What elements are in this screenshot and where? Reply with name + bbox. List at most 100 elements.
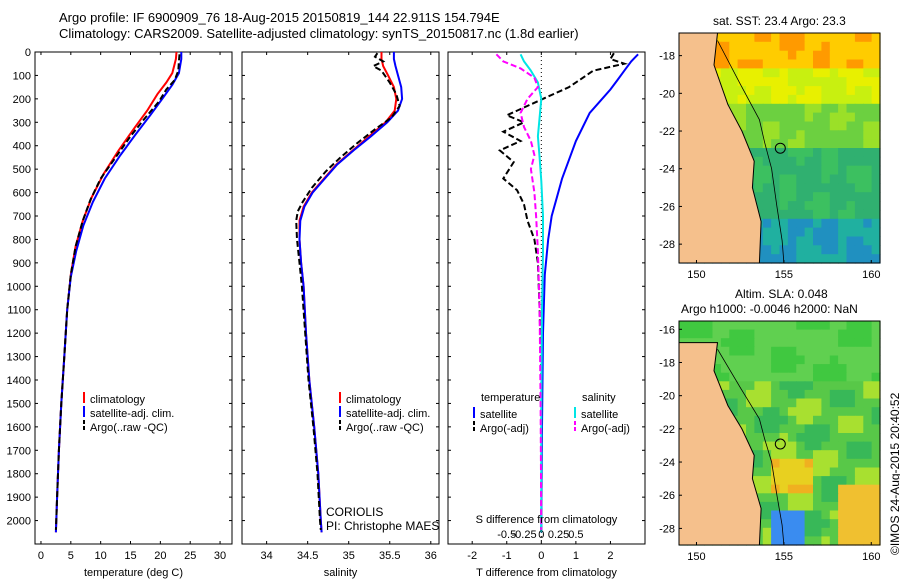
map-cell — [838, 94, 848, 105]
map-cell — [779, 484, 789, 494]
map-cell — [737, 94, 747, 105]
map-cell — [863, 59, 873, 69]
map-cell — [854, 484, 864, 494]
map-cell — [779, 156, 789, 167]
map-cell — [829, 77, 839, 87]
map-cell — [804, 218, 814, 229]
map-cell — [846, 50, 856, 61]
map-cell — [779, 33, 789, 43]
map-cell — [813, 174, 822, 184]
map-cell — [829, 59, 839, 69]
map-cell — [796, 218, 806, 229]
map-cell — [813, 86, 822, 96]
map-cell — [712, 321, 722, 331]
map-cell — [863, 77, 873, 87]
y-tick-label: 1400 — [7, 375, 31, 387]
map-cell — [796, 201, 806, 211]
map-cell — [804, 389, 814, 400]
map-cell — [804, 424, 814, 434]
map-cell — [838, 59, 848, 69]
map-cell — [804, 103, 814, 114]
data-center-label: CORIOLIS — [326, 505, 384, 519]
map-cell — [762, 165, 772, 176]
map-cell — [746, 130, 755, 140]
map-cell — [804, 527, 814, 537]
map-cell — [821, 389, 831, 400]
map-cell — [813, 192, 822, 202]
map-cell — [787, 227, 797, 237]
map-cell — [813, 68, 822, 78]
map-cell — [821, 148, 831, 158]
map-cell — [695, 329, 705, 339]
legend-entry: Argo(..raw -QC) — [346, 422, 424, 434]
map-cell — [813, 398, 822, 408]
map-frame — [678, 320, 881, 546]
map-cell — [863, 33, 873, 43]
map-cell — [754, 130, 764, 140]
map-cell — [821, 130, 831, 140]
map-cell — [754, 148, 764, 158]
map-cell — [779, 59, 789, 69]
map-cell — [762, 156, 772, 167]
map-cell — [787, 94, 797, 105]
map-cell — [796, 112, 806, 122]
map-cell — [838, 121, 848, 131]
map-cell — [804, 346, 814, 356]
map-cell — [829, 103, 839, 114]
map-cell — [821, 381, 831, 391]
map-cell — [804, 519, 814, 529]
y-tick-label: 600 — [13, 188, 31, 200]
x-tick-label: 20 — [154, 550, 166, 562]
map-cell — [829, 192, 839, 202]
map-cell — [737, 355, 747, 365]
map-cell — [804, 227, 814, 237]
legend-entry: climatology — [346, 394, 402, 406]
map-cell — [871, 381, 881, 391]
map-cell — [771, 50, 781, 61]
x-tick-label: 0 — [38, 550, 44, 562]
map-cell — [871, 77, 881, 87]
map-cell — [813, 527, 822, 537]
map-cell — [796, 501, 806, 512]
map-y-tick-label: -16 — [659, 324, 675, 336]
map-cell — [771, 536, 781, 546]
map-cell — [829, 501, 839, 512]
map-cell — [846, 329, 856, 339]
map-cell — [754, 407, 764, 417]
map-cell — [854, 201, 864, 211]
map-cell — [854, 321, 864, 331]
map-cell — [854, 59, 864, 69]
map-cell — [821, 192, 831, 202]
map-cell — [846, 476, 856, 486]
map-cell — [754, 493, 764, 503]
map-cell — [754, 94, 764, 105]
map-cell — [863, 407, 873, 417]
y-tick-label: 900 — [13, 258, 31, 270]
map-cell — [762, 139, 772, 149]
argo-marker — [774, 438, 786, 450]
map-cell — [854, 372, 864, 382]
map-cell — [779, 493, 789, 503]
map-cell — [838, 519, 848, 529]
map-cell — [838, 398, 848, 408]
map-cell — [804, 130, 814, 140]
map-cell — [813, 59, 822, 69]
map-cell — [796, 86, 806, 96]
map-cell — [787, 148, 797, 158]
map-cell — [787, 245, 797, 255]
map-cell — [754, 458, 764, 468]
map-cell — [829, 121, 839, 131]
map-cell — [771, 364, 781, 374]
map-cell — [854, 33, 864, 43]
map-cell — [754, 59, 764, 69]
map-cell — [871, 112, 881, 122]
map-cell — [821, 338, 831, 348]
map-cell — [813, 407, 822, 417]
map-cell — [787, 338, 797, 348]
map-cell — [796, 77, 806, 87]
map-cell — [854, 236, 864, 246]
map-cell — [846, 68, 856, 78]
map-cell — [821, 415, 831, 425]
map-cell — [813, 501, 822, 512]
map-cell — [871, 86, 881, 96]
